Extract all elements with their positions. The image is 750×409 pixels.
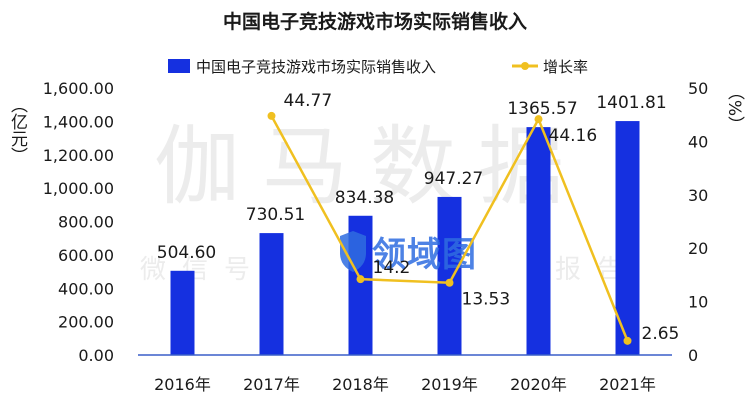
x-tick-label: 2016年	[154, 375, 211, 394]
legend-line-marker	[521, 62, 529, 70]
bar	[526, 127, 551, 355]
y-left-axis: 0.00 200.00 400.00 600.00 800.00 1,000.00 1,20…	[43, 79, 114, 365]
x-tick-label: 2017年	[243, 375, 300, 394]
y-left-tick-label: 200.00	[58, 313, 114, 332]
data-labels: 504.60 730.51 834.38 947.27 1365.57 1401.81 44…	[157, 91, 680, 344]
growth-point	[623, 336, 632, 345]
line-series	[267, 111, 632, 345]
x-tick-label: 2020年	[510, 375, 567, 394]
y-left-tick-label: 0.00	[78, 346, 114, 365]
bar-value-label: 947.27	[424, 169, 483, 189]
y-left-axis-label: （亿元）	[7, 96, 28, 164]
bar-value-label: 834.38	[335, 188, 394, 208]
bar-value-label: 504.60	[157, 243, 216, 263]
y-right-tick-label: 20	[688, 239, 708, 258]
bar-value-label: 730.51	[246, 205, 305, 225]
bar-series	[170, 121, 640, 355]
y-left-tick-label: 800.00	[58, 213, 114, 232]
y-left-tick-label: 1,400.00	[43, 112, 114, 131]
growth-value-label: 13.53	[462, 290, 511, 310]
y-right-tick-label: 30	[688, 186, 708, 205]
growth-value-label: 2.65	[642, 324, 680, 344]
growth-point	[356, 275, 365, 284]
bar	[437, 196, 462, 355]
x-tick-label: 2021年	[599, 375, 656, 394]
bar-value-label: 1365.57	[507, 99, 577, 119]
chart-title: 中国电子竞技游戏市场实际销售收入	[223, 10, 527, 33]
y-right-tick-label: 50	[688, 79, 708, 98]
y-left-tick-label: 1,000.00	[43, 179, 114, 198]
growth-point	[267, 111, 276, 120]
legend-bar-label: 中国电子竞技游戏市场实际销售收入	[196, 58, 436, 76]
y-right-axis-label: （%）	[724, 83, 745, 133]
growth-point	[534, 115, 543, 124]
growth-value-label: 44.77	[284, 91, 333, 111]
y-left-tick-label: 1,600.00	[43, 79, 114, 98]
bar	[170, 270, 195, 355]
growth-point	[445, 278, 454, 287]
y-right-axis: 0 10 20 30 40 50	[688, 79, 708, 365]
x-axis: 2016年 2017年 2018年 2019年 2020年 2021年	[154, 375, 656, 394]
legend-line-label: 增长率	[543, 58, 588, 76]
y-left-tick-label: 400.00	[58, 279, 114, 298]
bar-value-label: 1401.81	[596, 93, 666, 113]
bar	[615, 121, 640, 355]
bar	[259, 233, 284, 355]
watermark-sub2-text: 报告	[555, 255, 639, 285]
y-right-tick-label: 10	[688, 293, 708, 312]
growth-value-label: 14.2	[373, 258, 411, 278]
y-left-tick-label: 1,200.00	[43, 146, 114, 165]
x-tick-label: 2018年	[332, 375, 389, 394]
y-right-tick-label: 0	[688, 346, 698, 365]
legend-bar-swatch	[168, 59, 190, 73]
y-left-tick-label: 600.00	[58, 246, 114, 265]
legend: 中国电子竞技游戏市场实际销售收入 增长率	[168, 58, 588, 76]
growth-value-label: 44.16	[549, 126, 598, 146]
shield-icon	[340, 231, 366, 272]
y-right-tick-label: 40	[688, 132, 708, 151]
x-tick-label: 2019年	[421, 375, 478, 394]
